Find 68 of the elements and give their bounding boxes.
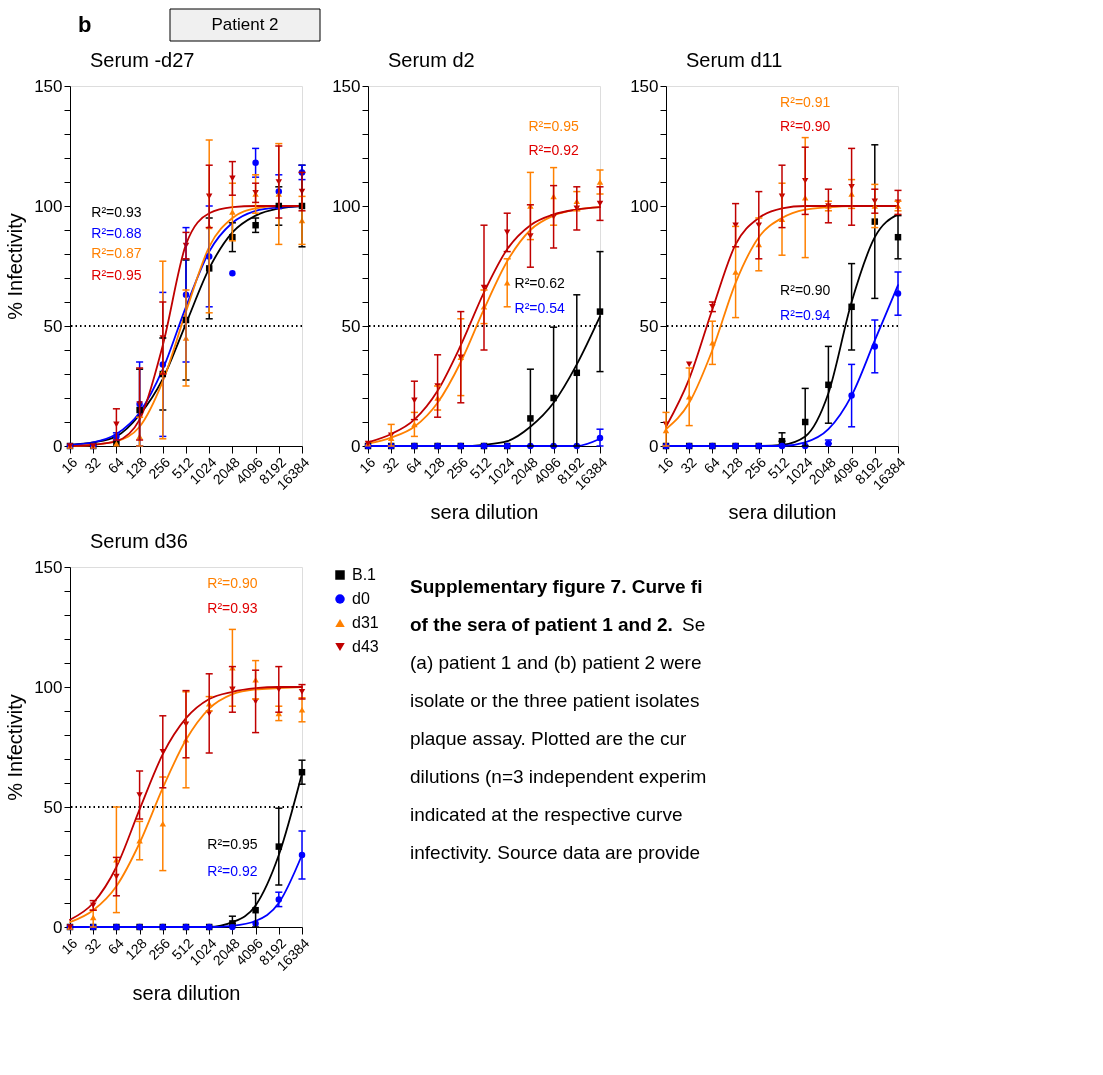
text: Patient 2 xyxy=(211,15,279,34)
annotation: R²=0.90 xyxy=(207,574,258,591)
x-tick-label: 32 xyxy=(379,453,402,477)
x-tick-label: 16 xyxy=(654,453,677,477)
y-axis-title: % Infectivity xyxy=(4,213,27,320)
x-tick-label: 32 xyxy=(677,453,700,477)
annotation: R²=0.92 xyxy=(528,141,579,158)
x-axis-title: sera dilution xyxy=(132,981,241,1004)
annotation: R²=0.90 xyxy=(780,117,831,134)
annotation: R²=0.87 xyxy=(91,245,142,262)
annotation: R²=0.62 xyxy=(514,275,565,291)
annotation: R²=0.95 xyxy=(528,117,579,134)
text: plaque assay. Plotted are the cur xyxy=(410,728,688,749)
x-tick-label: 64 xyxy=(700,453,723,477)
text: (a) patient 1 and (b) patient 2 were xyxy=(410,652,702,673)
chart-title: Serum d2 xyxy=(388,49,475,71)
chart-title: Serum -d27 xyxy=(90,49,195,71)
x-tick-label: 16 xyxy=(58,453,81,477)
legend-label: d43 xyxy=(352,638,379,655)
y-tick-label: 100 xyxy=(332,196,361,216)
text: Se xyxy=(682,614,706,635)
text: isolate or the three patient isolates xyxy=(410,690,700,711)
y-tick-label: 150 xyxy=(34,557,63,577)
x-tick-label: 32 xyxy=(81,934,104,958)
text: dilutions (n=3 independent experim xyxy=(410,766,707,787)
text: Supplementary figure 7. Curve fi xyxy=(410,576,703,597)
y-tick-label: 100 xyxy=(630,196,659,216)
x-tick-label: 32 xyxy=(81,453,104,477)
annotation: R²=0.95 xyxy=(91,266,142,283)
x-tick-label: 16 xyxy=(58,934,81,958)
y-tick-label: 0 xyxy=(351,436,361,456)
annotation: R²=0.93 xyxy=(91,204,142,221)
legend-label: B.1 xyxy=(352,566,377,583)
x-axis-title: sera dilution xyxy=(430,500,539,523)
annotation: R²=0.94 xyxy=(780,307,831,324)
text: indicated at the respective curve xyxy=(410,804,683,825)
legend-label: d0 xyxy=(352,590,370,607)
text: of the sera of patient 1 and 2. xyxy=(410,614,673,635)
y-axis-title: % Infectivity xyxy=(4,694,27,801)
y-tick-label: 0 xyxy=(53,436,63,456)
legend-label: d31 xyxy=(352,614,379,631)
y-tick-label: 50 xyxy=(639,316,659,336)
chart-title: Serum d11 xyxy=(686,49,783,71)
y-tick-label: 50 xyxy=(43,797,63,817)
annotation: R²=0.54 xyxy=(514,300,565,317)
annotation: R²=0.95 xyxy=(207,836,258,853)
y-tick-label: 150 xyxy=(630,76,659,96)
annotation: R²=0.90 xyxy=(780,282,831,299)
y-tick-label: 100 xyxy=(34,677,63,697)
y-tick-label: 50 xyxy=(43,316,63,336)
x-axis-title: sera dilution xyxy=(728,500,837,523)
y-tick-label: 0 xyxy=(53,917,63,937)
annotation: R²=0.91 xyxy=(780,93,831,110)
annotation: R²=0.93 xyxy=(207,600,258,617)
y-tick-label: 0 xyxy=(649,436,659,456)
y-tick-label: 150 xyxy=(332,76,361,96)
text: infectivity. Source data are provide xyxy=(410,842,701,863)
x-tick-label: 64 xyxy=(104,453,127,477)
annotation: R²=0.92 xyxy=(207,862,258,879)
y-tick-label: 100 xyxy=(34,196,63,216)
text: b xyxy=(78,12,92,37)
x-tick-label: 64 xyxy=(104,934,127,958)
x-tick-label: 64 xyxy=(402,453,425,477)
x-tick-label: 16 xyxy=(356,453,379,477)
chart-title: Serum d36 xyxy=(90,530,188,552)
y-tick-label: 150 xyxy=(34,76,63,96)
y-tick-label: 50 xyxy=(341,316,361,336)
annotation: R²=0.88 xyxy=(91,224,142,241)
